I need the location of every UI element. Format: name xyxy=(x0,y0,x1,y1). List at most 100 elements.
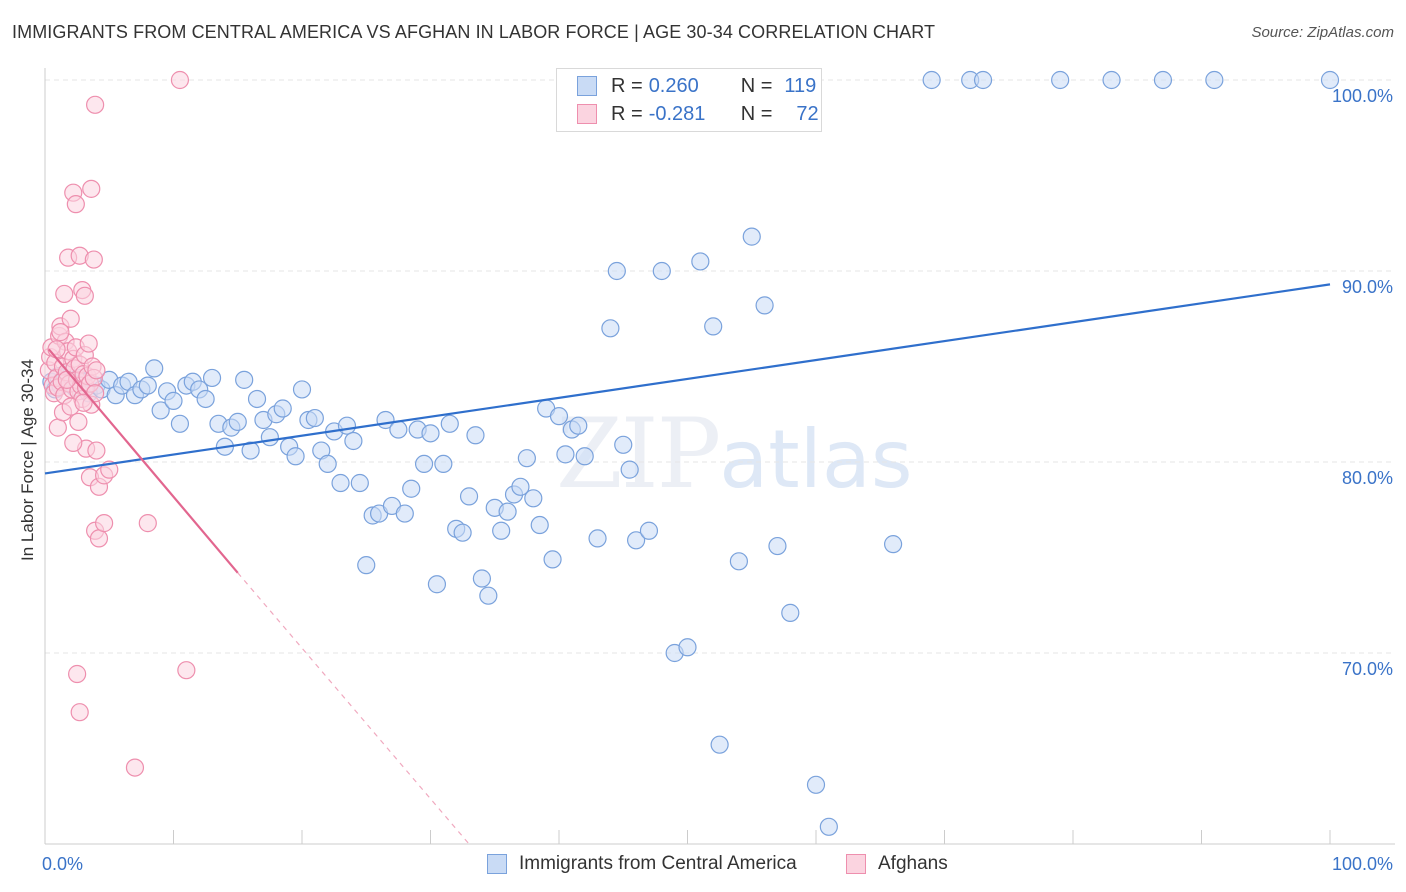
data-point xyxy=(819,817,838,836)
data-point xyxy=(626,531,646,550)
data-point xyxy=(357,556,376,575)
data-point xyxy=(70,703,89,722)
legend-swatch-pink xyxy=(577,104,597,124)
data-point xyxy=(652,261,671,281)
legend-swatch-blue xyxy=(577,76,597,96)
legend-row-central-america: R = 0.260 N = 119 xyxy=(577,73,816,99)
data-point xyxy=(164,391,183,410)
data-point xyxy=(57,370,76,389)
data-point xyxy=(337,416,357,435)
data-point xyxy=(524,489,543,508)
data-point xyxy=(421,424,440,443)
data-point xyxy=(389,420,408,439)
data-point xyxy=(639,521,659,540)
data-point xyxy=(530,515,549,535)
data-point xyxy=(1320,70,1340,90)
data-point xyxy=(75,286,94,305)
data-point xyxy=(556,445,575,464)
data-point xyxy=(177,661,196,680)
data-point xyxy=(1051,70,1070,90)
data-point xyxy=(806,775,826,794)
data-point xyxy=(202,368,222,388)
data-point xyxy=(64,433,83,452)
data-point xyxy=(395,504,414,523)
data-point xyxy=(691,252,710,271)
data-point xyxy=(402,479,421,498)
series-central-america-points xyxy=(42,70,1340,836)
data-point xyxy=(47,340,66,359)
data-point xyxy=(292,380,312,399)
data-point xyxy=(74,393,93,412)
data-point xyxy=(286,447,305,466)
data-point xyxy=(61,309,80,328)
data-point xyxy=(427,575,447,594)
data-point xyxy=(440,414,459,433)
data-point xyxy=(196,389,215,409)
data-point xyxy=(350,473,369,493)
data-point xyxy=(138,376,157,395)
data-point xyxy=(170,414,190,433)
r-value-afghans: -0.281 xyxy=(648,102,706,125)
data-point xyxy=(247,389,267,409)
data-point xyxy=(68,664,87,684)
data-point xyxy=(517,449,536,468)
y-tick-label: 100.0% xyxy=(1332,86,1393,106)
data-point xyxy=(742,227,761,246)
y-tick-label: 80.0% xyxy=(1342,468,1393,488)
data-point xyxy=(543,550,562,569)
data-point xyxy=(453,523,472,542)
chart-title: IMMIGRANTS FROM CENTRAL AMERICA VS AFGHA… xyxy=(12,22,936,42)
data-point xyxy=(151,401,170,420)
data-point xyxy=(87,361,106,380)
data-point xyxy=(87,441,106,460)
x-tick-label: 100.0% xyxy=(1332,854,1393,874)
data-point xyxy=(331,473,350,493)
data-point xyxy=(51,323,70,342)
bottom-legend-afghans: Afghans xyxy=(846,852,948,876)
data-point xyxy=(704,317,723,336)
data-point xyxy=(755,296,774,315)
n-value-afghans: 72 xyxy=(796,102,819,125)
bottom-legend-swatch-pink xyxy=(846,854,866,874)
data-point xyxy=(466,426,485,445)
bottom-legend-central-america: Immigrants from Central America xyxy=(487,852,797,876)
data-point xyxy=(69,412,88,431)
gridlines xyxy=(45,79,1395,654)
data-point xyxy=(318,454,337,474)
data-point xyxy=(607,261,626,281)
data-point xyxy=(241,441,260,460)
y-tick-label: 70.0% xyxy=(1342,659,1393,679)
tick-labels: 70.0% 80.0% 90.0% 100.0% 0.0% 100.0% xyxy=(42,86,1393,874)
data-point xyxy=(1153,70,1173,90)
data-point xyxy=(588,529,607,548)
data-point xyxy=(434,454,453,474)
data-point xyxy=(883,535,903,554)
data-point xyxy=(710,735,729,754)
data-point xyxy=(66,195,85,214)
bottom-legend-swatch-blue xyxy=(487,854,507,874)
data-point xyxy=(125,758,145,777)
trend-line-afghans xyxy=(48,348,239,574)
data-point xyxy=(614,435,633,454)
data-point xyxy=(492,521,511,540)
r-value-central-america: 0.260 xyxy=(648,74,699,97)
data-point xyxy=(498,502,517,521)
data-point xyxy=(511,477,530,496)
axes xyxy=(44,68,1395,845)
data-point xyxy=(138,514,157,533)
data-point xyxy=(170,70,190,90)
data-point xyxy=(472,569,491,588)
data-point xyxy=(973,70,993,90)
data-point xyxy=(620,460,639,479)
series-afghans-points xyxy=(39,70,196,777)
source-credit: Source: ZipAtlas.com xyxy=(1251,24,1394,41)
data-point xyxy=(344,431,363,451)
data-point xyxy=(414,454,434,474)
data-point xyxy=(305,408,324,428)
trend-line-afghans-extension xyxy=(237,572,470,845)
correlation-legend: R = 0.260 N = 119 R = -0.281 N = 72 xyxy=(556,68,822,132)
data-point xyxy=(729,552,749,571)
data-point xyxy=(86,95,105,114)
data-point xyxy=(82,179,101,198)
